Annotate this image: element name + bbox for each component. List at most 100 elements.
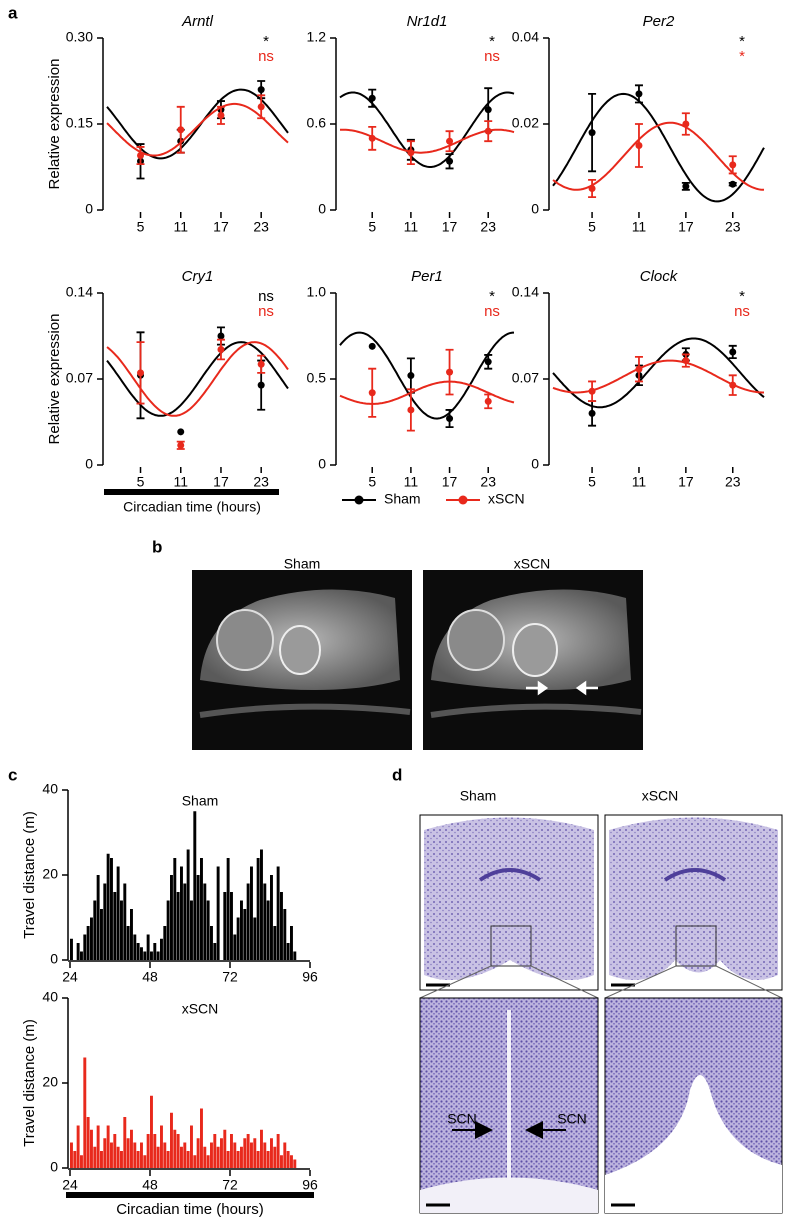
data-point xyxy=(484,358,492,366)
histogram-bar xyxy=(223,1129,227,1168)
histogram-bar xyxy=(233,1142,237,1168)
mri-image xyxy=(423,570,643,750)
data-point xyxy=(682,357,690,365)
histogram-bar xyxy=(270,875,273,960)
image-title: Sham xyxy=(460,788,497,804)
histogram-bar xyxy=(236,1151,240,1168)
histogram-bar xyxy=(196,875,200,960)
data-point xyxy=(177,428,185,436)
histogram-bar xyxy=(173,1129,177,1168)
data-point xyxy=(137,369,145,377)
histogram-bar xyxy=(240,1146,243,1168)
histogram-bar xyxy=(83,1057,87,1168)
data-point xyxy=(682,120,690,128)
histogram-bar xyxy=(130,909,133,960)
data-point xyxy=(368,342,376,350)
histogram-bar xyxy=(170,875,173,960)
y-axis-label: Travel distance (m) xyxy=(21,1019,38,1147)
histogram-bar xyxy=(180,1146,183,1168)
legend-marker xyxy=(458,495,468,505)
histogram-bar xyxy=(116,866,120,960)
data-point xyxy=(588,185,596,192)
y-tick-label: 0.07 xyxy=(66,370,93,386)
data-point xyxy=(446,157,454,165)
histogram-bar xyxy=(226,858,230,960)
significance-label: ns xyxy=(734,303,750,320)
y-axis-label: Relative expression xyxy=(46,59,63,190)
x-tick-label: 72 xyxy=(222,969,238,985)
y-tick-label: 0.14 xyxy=(66,284,93,300)
histogram-bar xyxy=(176,892,180,960)
histogram-bar xyxy=(146,934,150,960)
y-tick-label: 40 xyxy=(42,989,58,1005)
histogram-bar xyxy=(216,866,220,960)
histogram-bar xyxy=(166,900,170,960)
histogram-bar xyxy=(200,1108,203,1168)
data-point xyxy=(407,406,415,414)
histogram-bar xyxy=(160,1125,163,1168)
fit-curve xyxy=(552,337,765,409)
histogram-bar xyxy=(290,926,293,960)
y-tick-label: 0.14 xyxy=(512,284,539,300)
histogram-bar xyxy=(260,1129,263,1168)
histogram-bar xyxy=(163,1142,167,1168)
chart: 0 20 40 24 48 72 96 Sham Travel distance (m) xyxy=(21,781,318,985)
panel-label: c xyxy=(8,765,17,784)
x-tick-label: 17 xyxy=(442,474,458,490)
histogram-bar xyxy=(140,947,143,960)
x-tick-label: 17 xyxy=(442,219,458,235)
histogram-bar xyxy=(123,883,127,960)
data-point xyxy=(484,127,492,135)
legend: Sham xSCN xyxy=(342,491,525,507)
histogram-bar xyxy=(213,943,217,960)
histogram-bar xyxy=(96,875,100,960)
x-tick-label: 17 xyxy=(213,474,229,490)
x-tick-label: 5 xyxy=(368,219,376,235)
y-axis-label: Relative expression xyxy=(46,314,63,445)
histogram-bar xyxy=(90,1129,93,1168)
histogram-bar xyxy=(116,1146,120,1168)
significance-label: * xyxy=(739,288,745,305)
y-tick-label: 0.15 xyxy=(66,115,93,131)
y-tick-label: 0 xyxy=(318,201,326,217)
histogram-bar xyxy=(126,926,130,960)
x-tick-label: 96 xyxy=(302,1177,318,1193)
x-tick-label: 23 xyxy=(253,219,269,235)
chart: 0 0.5 1.0 5 11 17 23 Per1 *ns xyxy=(307,268,515,490)
x-tick-label: 5 xyxy=(137,474,145,490)
chart: 0 0.07 0.14 5 11 17 23 Clock *ns xyxy=(512,268,765,490)
image-title: xSCN xyxy=(642,788,679,804)
x-tick-label: 11 xyxy=(173,474,188,490)
histogram-bar xyxy=(166,1151,170,1168)
histogram-bar xyxy=(76,943,80,960)
histogram-bar xyxy=(173,858,177,960)
histogram-bar xyxy=(286,943,290,960)
data-point xyxy=(484,106,492,114)
histogram-bar xyxy=(186,1151,190,1168)
x-tick-label: 96 xyxy=(302,969,318,985)
histogram-bar xyxy=(273,1146,277,1168)
y-tick-label: 0.07 xyxy=(512,370,539,386)
fit-curve xyxy=(552,92,765,203)
x-axis-label: Circadian time (hours) xyxy=(116,1201,264,1218)
data-point xyxy=(729,348,737,356)
chart-title: Cry1 xyxy=(182,268,214,285)
histogram-bar xyxy=(233,934,237,960)
chart-title: Clock xyxy=(640,268,679,285)
histogram-bar xyxy=(256,858,260,960)
mri-image xyxy=(192,570,412,750)
histogram-bar xyxy=(93,1146,97,1168)
histogram-bar xyxy=(83,934,87,960)
histogram-bar xyxy=(146,1134,150,1168)
fit-curve xyxy=(552,121,765,191)
histogram-bar xyxy=(246,883,250,960)
x-tick-label: 11 xyxy=(404,219,419,235)
fit-curve xyxy=(106,341,289,417)
histogram-bar xyxy=(243,909,247,960)
x-axis-label: Circadian time (hours) xyxy=(123,499,261,515)
histogram-bar xyxy=(153,1134,157,1168)
data-point xyxy=(217,332,225,340)
chart: 0 0.6 1.2 5 11 17 23 Nr1d1 *ns xyxy=(307,13,515,235)
histogram-bar xyxy=(86,926,90,960)
histogram-bar xyxy=(150,1095,153,1168)
